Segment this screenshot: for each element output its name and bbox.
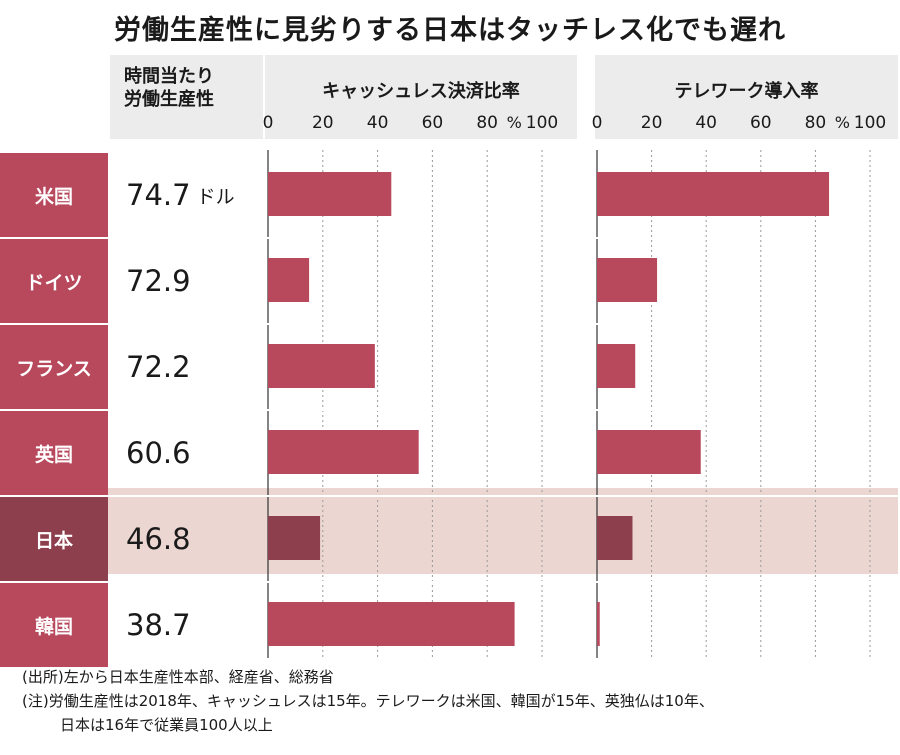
footnote-line-1: (注)労働生産性は2018年、キャッシュレスは15年。テレワークは米国、韓国が1… <box>22 692 714 710</box>
productivity-header-label: 時間当たり 労働生産性 <box>124 66 214 110</box>
productivity-value: 60.6 <box>126 436 191 470</box>
percent-unit: % <box>506 113 522 132</box>
country-label: フランス <box>0 325 108 409</box>
country-label: 英国 <box>0 411 108 495</box>
bar <box>268 344 375 388</box>
country-label: 米国 <box>0 153 108 237</box>
telework-chart-title: テレワーク導入率 <box>674 81 819 102</box>
x-tick-label: 100 <box>525 113 559 133</box>
bar <box>597 602 600 646</box>
x-tick-label: 20 <box>311 113 334 133</box>
country-label: 韓国 <box>0 583 108 667</box>
bar <box>268 258 310 302</box>
footnote-line-2: 日本は16年で従業員100人以上 <box>60 716 273 734</box>
x-tick-label: 0 <box>262 113 274 133</box>
japan-row-highlight <box>108 488 898 574</box>
x-tick-label: 0 <box>591 113 603 133</box>
row-separator <box>108 409 898 411</box>
x-tick-label: 80 <box>476 113 499 133</box>
source-note: (出所)左から日本生産性本部、経産省、総務省 <box>22 668 334 686</box>
cashless-chart-title: キャッシュレス決済比率 <box>322 81 520 102</box>
row-separator <box>108 323 898 325</box>
x-tick-label: 80 <box>804 113 827 133</box>
x-tick-label: 20 <box>640 113 663 133</box>
bar <box>268 516 321 560</box>
productivity-value: 72.9 <box>126 264 191 298</box>
row-separator <box>108 495 898 497</box>
productivity-value: 72.2 <box>126 350 191 384</box>
bar <box>268 430 419 474</box>
productivity-value: 38.7 <box>126 608 191 642</box>
row-separator <box>108 581 898 583</box>
cashless-header: キャッシュレス決済比率 0 20 40 60 80 100% <box>262 55 577 139</box>
x-tick-label: 40 <box>695 113 718 133</box>
row-separator <box>108 237 898 239</box>
x-tick-label: 60 <box>749 113 772 133</box>
bar <box>597 258 658 302</box>
x-tick-label: 40 <box>366 113 389 133</box>
bar <box>268 172 392 216</box>
country-label: 日本 <box>0 497 108 581</box>
x-tick-label: 100 <box>853 113 887 133</box>
x-tick-label: 60 <box>421 113 444 133</box>
bar <box>597 344 636 388</box>
bar <box>597 172 830 216</box>
bar <box>268 602 515 646</box>
country-label: ドイツ <box>0 239 108 323</box>
productivity-value: 74.7 ドル <box>126 178 235 212</box>
telework-header: テレワーク導入率 0 20 40 60 80 100% <box>591 55 898 139</box>
productivity-header: 時間当たり 労働生産性 <box>110 55 263 139</box>
productivity-value: 46.8 <box>126 522 191 556</box>
percent-unit: % <box>834 113 850 132</box>
productivity-unit: ドル <box>196 185 235 208</box>
bar <box>597 430 701 474</box>
bar <box>597 516 633 560</box>
chart-title: 労働生産性に見劣りする日本はタッチレス化でも遅れ <box>114 15 786 46</box>
